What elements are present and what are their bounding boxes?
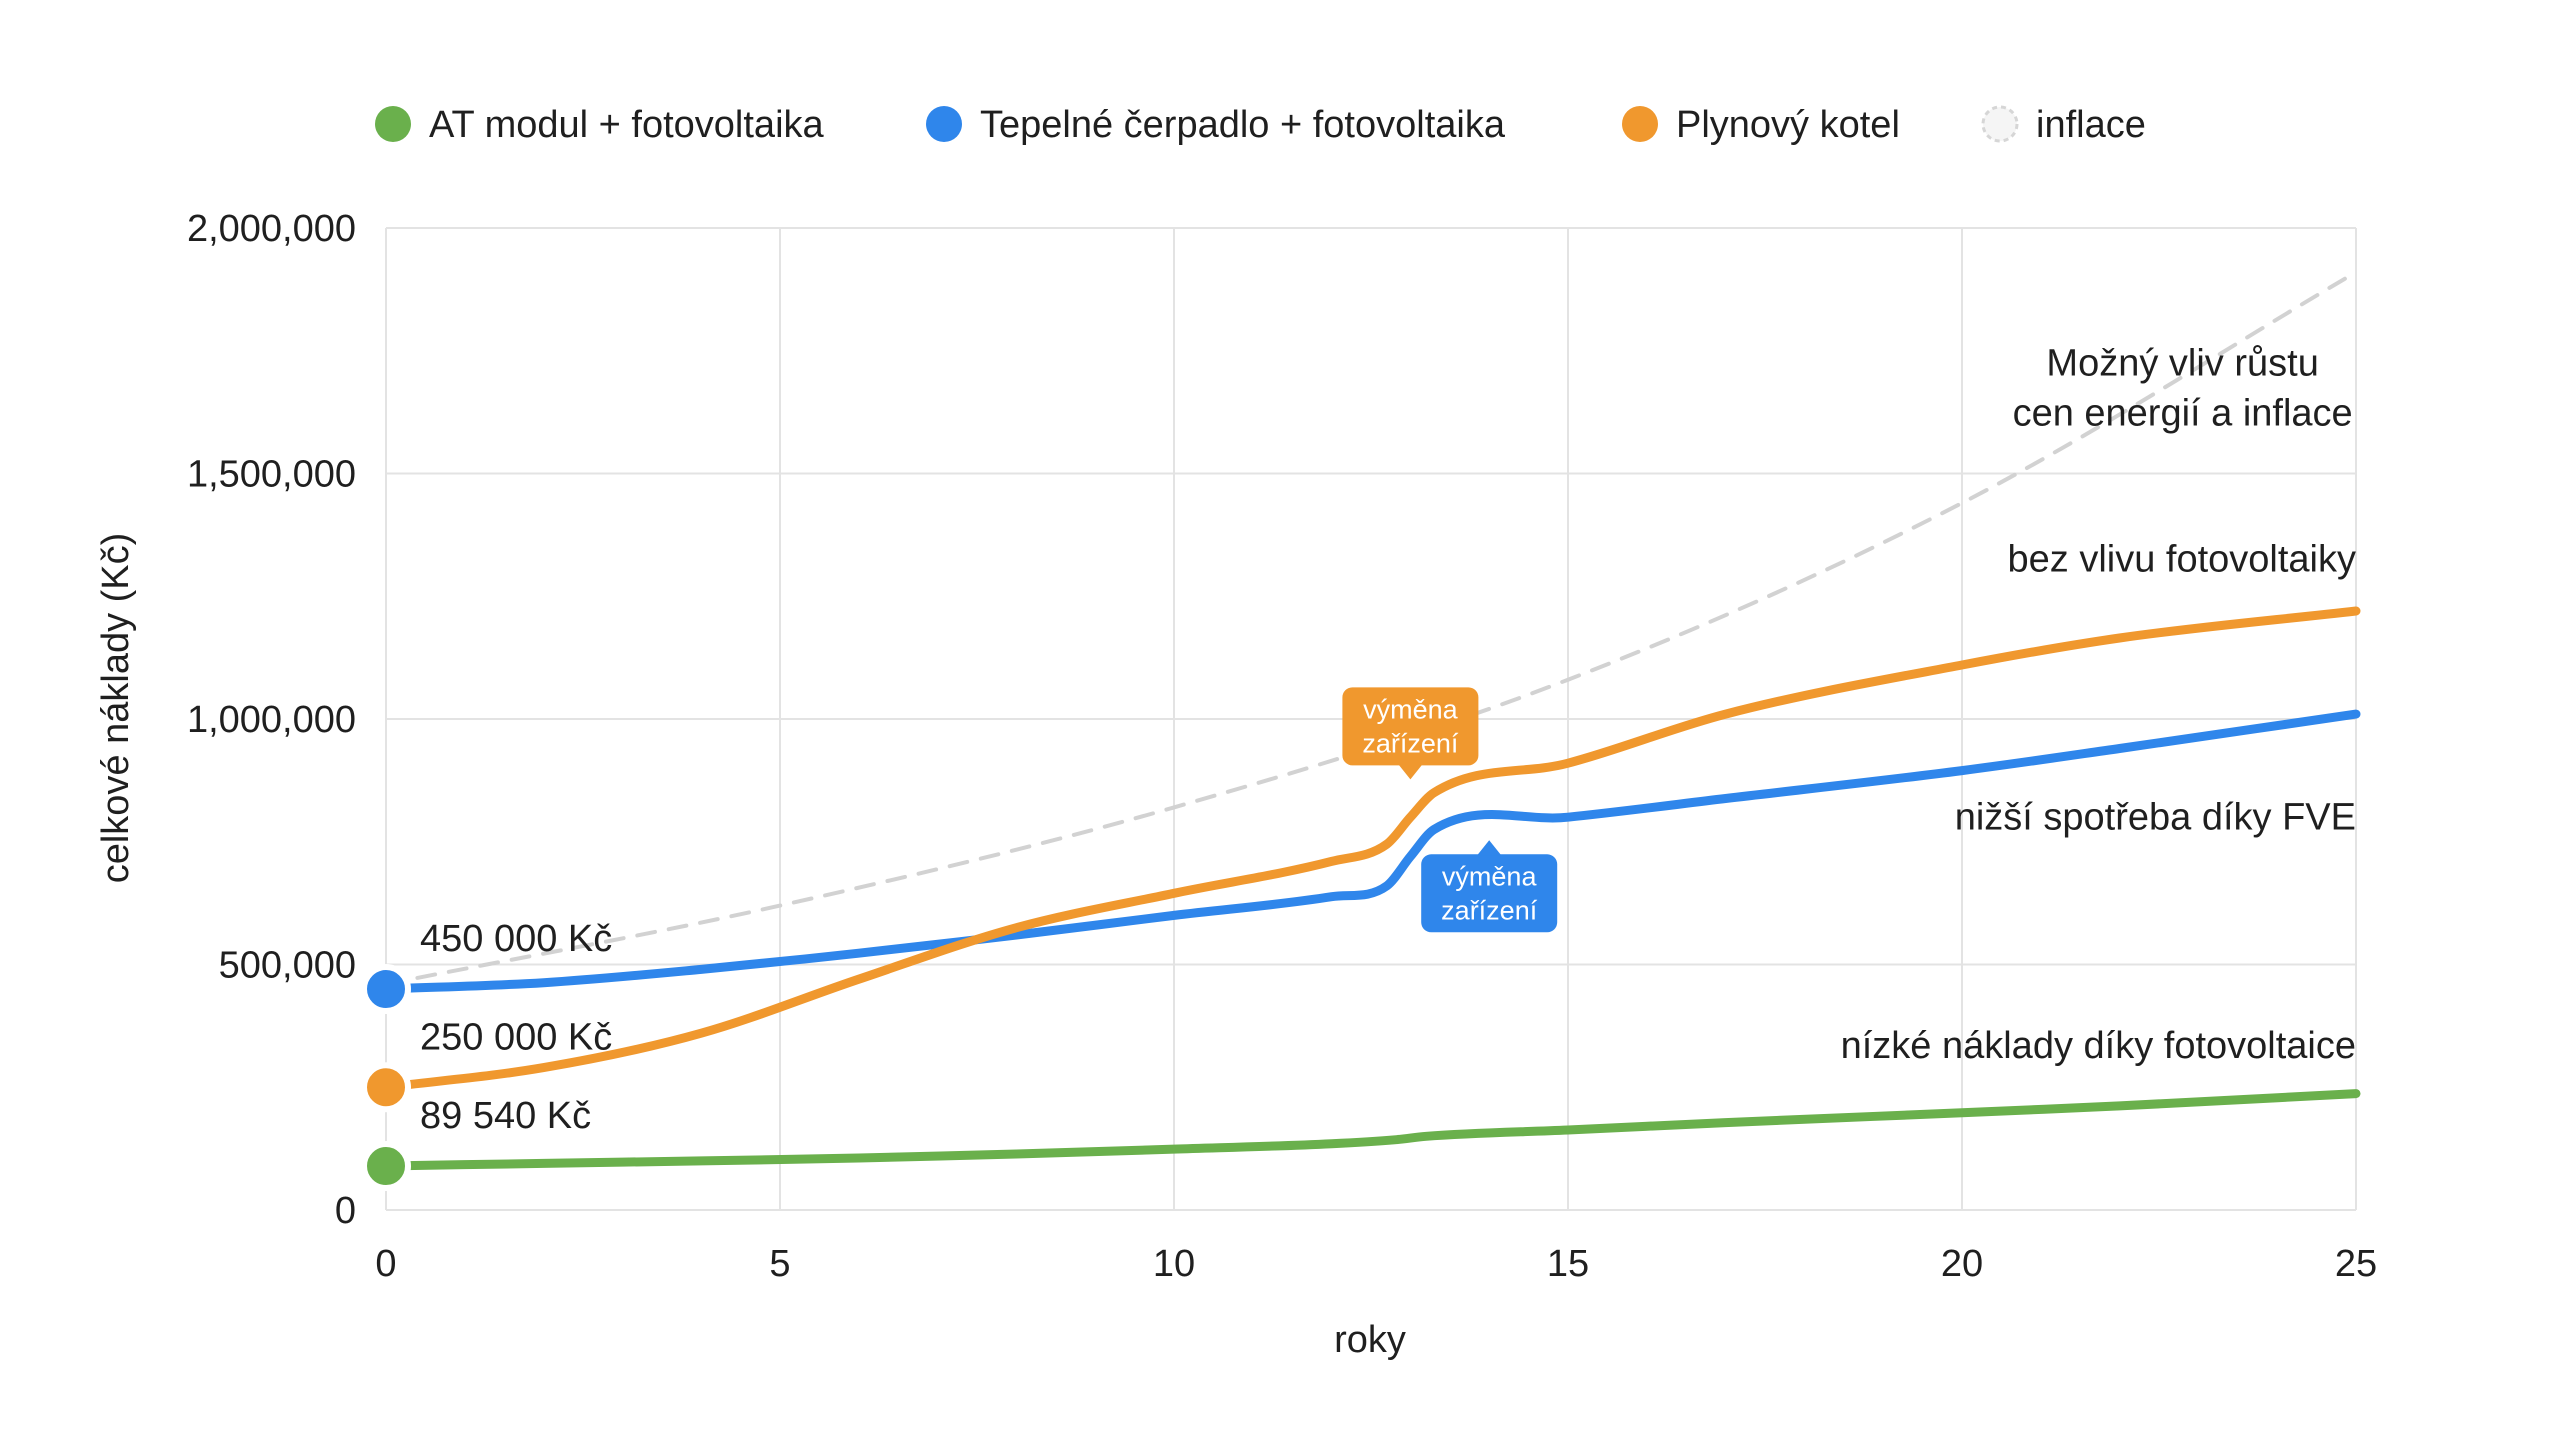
callout-text: výměna — [1442, 861, 1538, 891]
x-tick-label: 0 — [375, 1243, 396, 1285]
start-value-label: 250 000 Kč — [420, 1016, 612, 1058]
callout-pointer — [1398, 764, 1423, 780]
start-value-label: 450 000 Kč — [420, 918, 612, 960]
y-tick-label: 1,000,000 — [187, 699, 356, 741]
legend-swatch — [375, 106, 411, 142]
y-tick-label: 500,000 — [219, 945, 356, 987]
annotation-text: Možný vliv růstu — [2046, 342, 2318, 384]
callout-text: výměna — [1363, 694, 1459, 724]
x-tick-label: 15 — [1547, 1243, 1589, 1285]
y-axis-title: celkové náklady (Kč) — [95, 533, 137, 884]
callout-pointer — [1477, 840, 1502, 856]
start-marker — [361, 1141, 411, 1192]
callout-box — [1421, 854, 1558, 933]
annotation-text: nízké náklady díky fotovoltaice — [1841, 1025, 2356, 1067]
y-tick-label: 2,000,000 — [187, 208, 356, 250]
legend-swatch — [1981, 105, 2019, 143]
callouts: výměna zařízení výměna zařízení — [1342, 687, 1558, 933]
y-tick-label: 1,500,000 — [187, 454, 356, 496]
annotation-text: cen energií a inflace — [2013, 392, 2353, 434]
legend: AT modul + fotovoltaika Tepelné čerpadlo … — [375, 104, 2146, 146]
series-line-2 — [381, 606, 2361, 1092]
start-marker — [361, 1062, 411, 1113]
x-axis-title: roky — [1334, 1319, 1406, 1361]
annotation-text: bez vlivu fotovoltaiky — [2008, 539, 2357, 581]
x-tick-label: 20 — [1941, 1243, 1983, 1285]
annotations: Možný vliv růstu cen energií a inflace bez… — [1841, 342, 2356, 1066]
x-axis-ticks: 0 5 10 15 20 25 — [375, 1243, 2377, 1285]
legend-label: Tepelné čerpadlo + fotovoltaika — [980, 104, 1506, 146]
callout-box — [1342, 687, 1479, 766]
callout-text: zařízení — [1362, 728, 1459, 758]
y-tick-label: 0 — [335, 1190, 356, 1232]
start-value-label: 89 540 Kč — [420, 1095, 591, 1137]
x-tick-label: 10 — [1153, 1243, 1195, 1285]
series-lines — [381, 270, 2361, 1171]
legend-swatch — [1622, 106, 1658, 142]
legend-swatch — [926, 106, 962, 142]
x-tick-label: 5 — [769, 1243, 790, 1285]
callout-text: zařízení — [1441, 895, 1538, 925]
legend-label: AT modul + fotovoltaika — [429, 104, 825, 146]
legend-label: Plynový kotel — [1676, 104, 1900, 146]
start-marker — [361, 964, 411, 1015]
series-line-0 — [381, 1089, 2361, 1171]
series-line-1 — [381, 709, 2361, 994]
legend-label: inflace — [2036, 104, 2146, 146]
start-markers: 450 000 Kč 250 000 Kč 89 540 Kč — [361, 918, 612, 1192]
x-tick-label: 25 — [2335, 1243, 2377, 1285]
annotation-text: nižší spotřeba díky FVE — [1955, 796, 2356, 838]
y-axis-ticks: 0 500,000 1,000,000 1,500,000 2,000,000 — [187, 208, 356, 1232]
